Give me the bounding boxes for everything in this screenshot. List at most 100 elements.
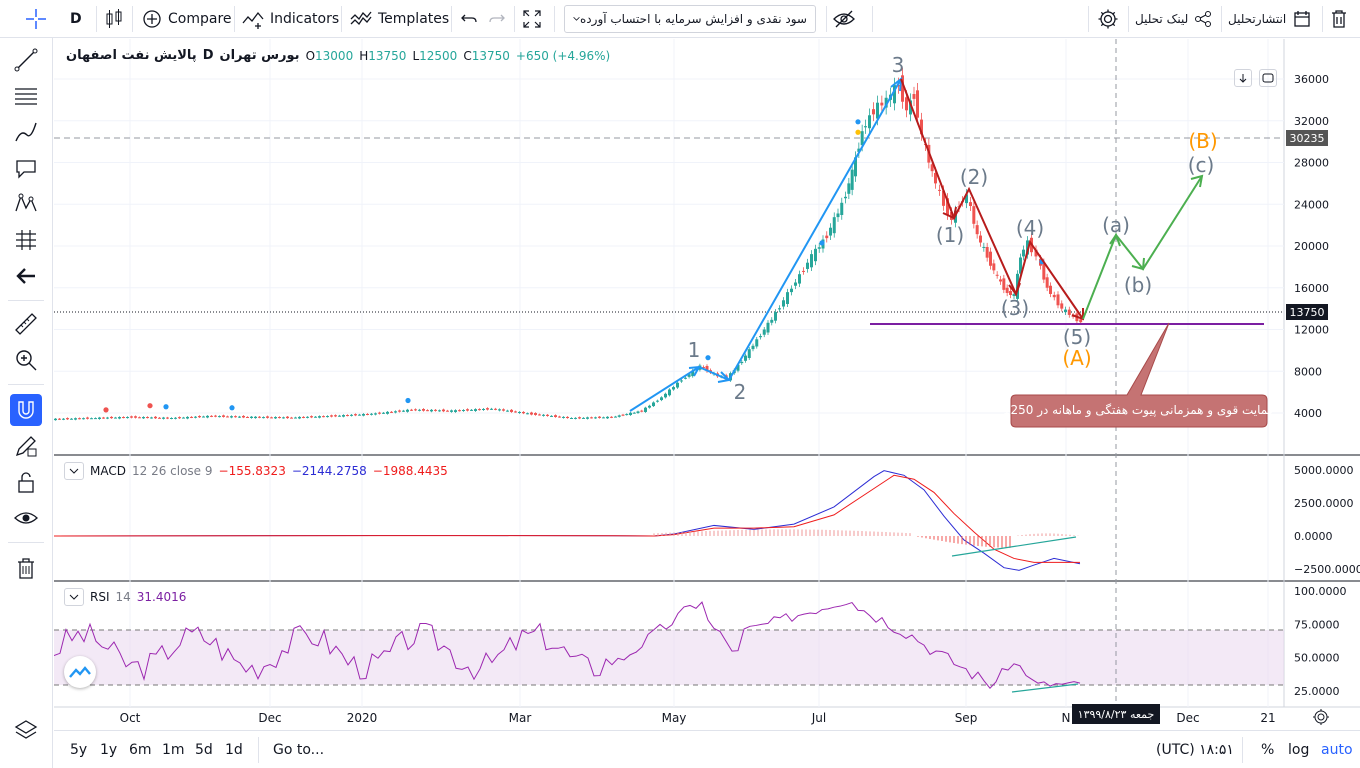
top-toolbar: D Compare Indicators Templates <box>0 0 1360 38</box>
price-axis-label: 32000 <box>1294 115 1329 128</box>
zoom-in-icon[interactable] <box>10 344 42 376</box>
delete-drawings-icon[interactable] <box>10 552 42 584</box>
price-axis-label: 8000 <box>1294 365 1322 378</box>
close-value: 13750 <box>471 48 510 63</box>
symbol-legend: پالایش نفت اصفهان D بورس تهران O13000 H1… <box>66 48 610 63</box>
percent-toggle[interactable]: % <box>1261 741 1275 758</box>
object-tree-layers-icon[interactable] <box>10 714 42 746</box>
crosshair-date: جمعه ۱۳۹۹/۸/۲۳ <box>1078 708 1155 721</box>
brush-icon[interactable] <box>10 116 42 148</box>
rsi-axis-label: 100.0000 <box>1294 585 1347 598</box>
layout-select-value: سود نقدی و افزایش سرمایه با احتساب آورده <box>580 12 807 26</box>
undo-icon[interactable] <box>460 0 478 38</box>
compare-label: Compare <box>168 11 232 27</box>
chart-type-icon[interactable] <box>104 0 124 38</box>
wave-label[interactable]: (c) <box>1188 153 1215 177</box>
wave-label[interactable]: (a) <box>1102 213 1130 237</box>
time-axis-label: May <box>661 711 687 725</box>
utc-clock[interactable]: (UTC) ۱۸:۵۱ <box>1156 741 1234 758</box>
range-button-1d[interactable]: 1d <box>225 741 243 758</box>
range-button-5d[interactable]: 5d <box>195 741 213 758</box>
toolbar-logo-icon[interactable] <box>24 0 48 38</box>
indicators-label: Indicators <box>270 11 340 27</box>
impulse-wave-line[interactable] <box>629 78 902 412</box>
macd-value-3: −1988.4435 <box>372 464 448 478</box>
bottom-toolbar: 5y 1y 6m 1m 5d 1d Go to... (UTC) ۱۸:۵۱ % log … <box>54 730 1360 768</box>
log-toggle[interactable]: log <box>1288 741 1310 758</box>
price-axis-label: 16000 <box>1294 282 1329 295</box>
pattern-icon[interactable] <box>10 188 42 220</box>
rsi-axis-label: 75.0000 <box>1294 618 1340 631</box>
fullscreen-icon[interactable] <box>522 0 542 38</box>
wave-label[interactable]: 2 <box>734 380 747 404</box>
range-button-1y[interactable]: 1y <box>100 741 118 758</box>
decline-wave-line[interactable] <box>900 78 1084 320</box>
eye-icon[interactable] <box>10 502 42 534</box>
publish-analysis-button[interactable]: انتشارتحلیل <box>1228 0 1312 38</box>
templates-button[interactable]: Templates <box>350 0 449 38</box>
trash-icon[interactable] <box>1331 0 1347 38</box>
symbol-exchange: بورس تهران <box>219 48 300 63</box>
symbol-name: پالایش نفت اصفهان <box>66 48 197 63</box>
horizontal-lines-icon[interactable] <box>10 80 42 112</box>
back-arrow-icon[interactable] <box>10 260 42 292</box>
annotation-text: حمایت قوی و همزمانی پیوت هفتگی و ماهانه … <box>1003 403 1275 418</box>
symbol-button[interactable]: D <box>70 11 82 27</box>
rsi-value: 31.4016 <box>136 590 187 604</box>
fit-screen-icon[interactable] <box>1259 69 1277 87</box>
time-axis-settings-icon[interactable] <box>1312 708 1330 730</box>
macd-axis-label: 5000.0000 <box>1294 464 1354 477</box>
change-value: +650 (+4.96%) <box>515 48 611 63</box>
wave-label[interactable]: (2) <box>960 165 988 189</box>
wave-label[interactable]: (3) <box>1001 296 1029 320</box>
rsi-label: RSI <box>90 590 110 604</box>
time-axis-label: Mar <box>508 711 532 725</box>
auto-toggle[interactable]: auto <box>1321 741 1353 758</box>
macd-value-2: −2144.2758 <box>291 464 367 478</box>
macd-collapse-chevron-icon[interactable] <box>64 462 84 480</box>
goto-button[interactable]: Go to... <box>273 741 325 758</box>
wave-label[interactable]: 3 <box>892 53 905 77</box>
redo-icon[interactable] <box>488 0 506 38</box>
range-button-1m[interactable]: 1m <box>162 741 185 758</box>
range-button-5y[interactable]: 5y <box>70 741 88 758</box>
chart-area[interactable]: 1 2 3 (1) (2) (3) (4) (5) (a) (b) (c) (A) (B) حمایت … <box>54 39 1360 729</box>
scroll-down-icon[interactable] <box>1234 69 1252 87</box>
rsi-axis-label: 25.0000 <box>1294 685 1340 698</box>
wave-label[interactable]: 1 <box>688 338 701 362</box>
settings-gear-icon[interactable] <box>1097 0 1119 38</box>
indicators-button[interactable]: Indicators <box>242 0 339 38</box>
wave-label[interactable]: (B) <box>1188 129 1217 153</box>
high-label: H <box>359 48 369 63</box>
abc-wave-line[interactable] <box>1082 175 1203 320</box>
link-analysis-button[interactable]: لینک تحلیل <box>1135 0 1212 38</box>
magnet-icon[interactable] <box>10 394 42 426</box>
prediction-icon[interactable] <box>10 224 42 256</box>
wave-label[interactable]: (1) <box>936 223 964 247</box>
macd-axis-label: 0.0000 <box>1294 530 1333 543</box>
open-label: O <box>305 48 316 63</box>
share-icon <box>1195 11 1212 27</box>
unlock-icon[interactable] <box>10 466 42 498</box>
wave-label[interactable]: (A) <box>1062 346 1091 370</box>
trend-line-icon[interactable] <box>10 44 42 76</box>
lock-drawing-pencil-icon[interactable] <box>10 430 42 462</box>
range-button-6m[interactable]: 6m <box>129 741 152 758</box>
compare-button[interactable]: Compare <box>142 0 232 38</box>
publish-analysis-label: انتشارتحلیل <box>1228 12 1287 26</box>
wave-label[interactable]: (4) <box>1016 216 1044 240</box>
price-chart-canvas[interactable]: 1 2 3 (1) (2) (3) (4) (5) (a) (b) (c) (A) (B) حمایت … <box>54 39 1360 729</box>
link-analysis-label: لینک تحلیل <box>1135 12 1189 26</box>
callout-icon[interactable] <box>10 152 42 184</box>
wave-label[interactable]: (b) <box>1124 273 1152 297</box>
plus-circle-icon <box>143 10 161 28</box>
time-axis-label: Jul <box>811 711 827 725</box>
annotation-callout[interactable] <box>1010 322 1268 428</box>
rsi-collapse-chevron-icon[interactable] <box>64 588 84 606</box>
ruler-icon[interactable] <box>10 308 42 340</box>
wave-label[interactable]: (5) <box>1063 325 1091 349</box>
hide-drawings-icon[interactable] <box>832 0 856 38</box>
time-axis-label: Dec <box>258 711 282 725</box>
low-value: 12500 <box>419 48 458 63</box>
layout-select[interactable]: سود نقدی و افزایش سرمایه با احتساب آورده <box>564 5 816 33</box>
